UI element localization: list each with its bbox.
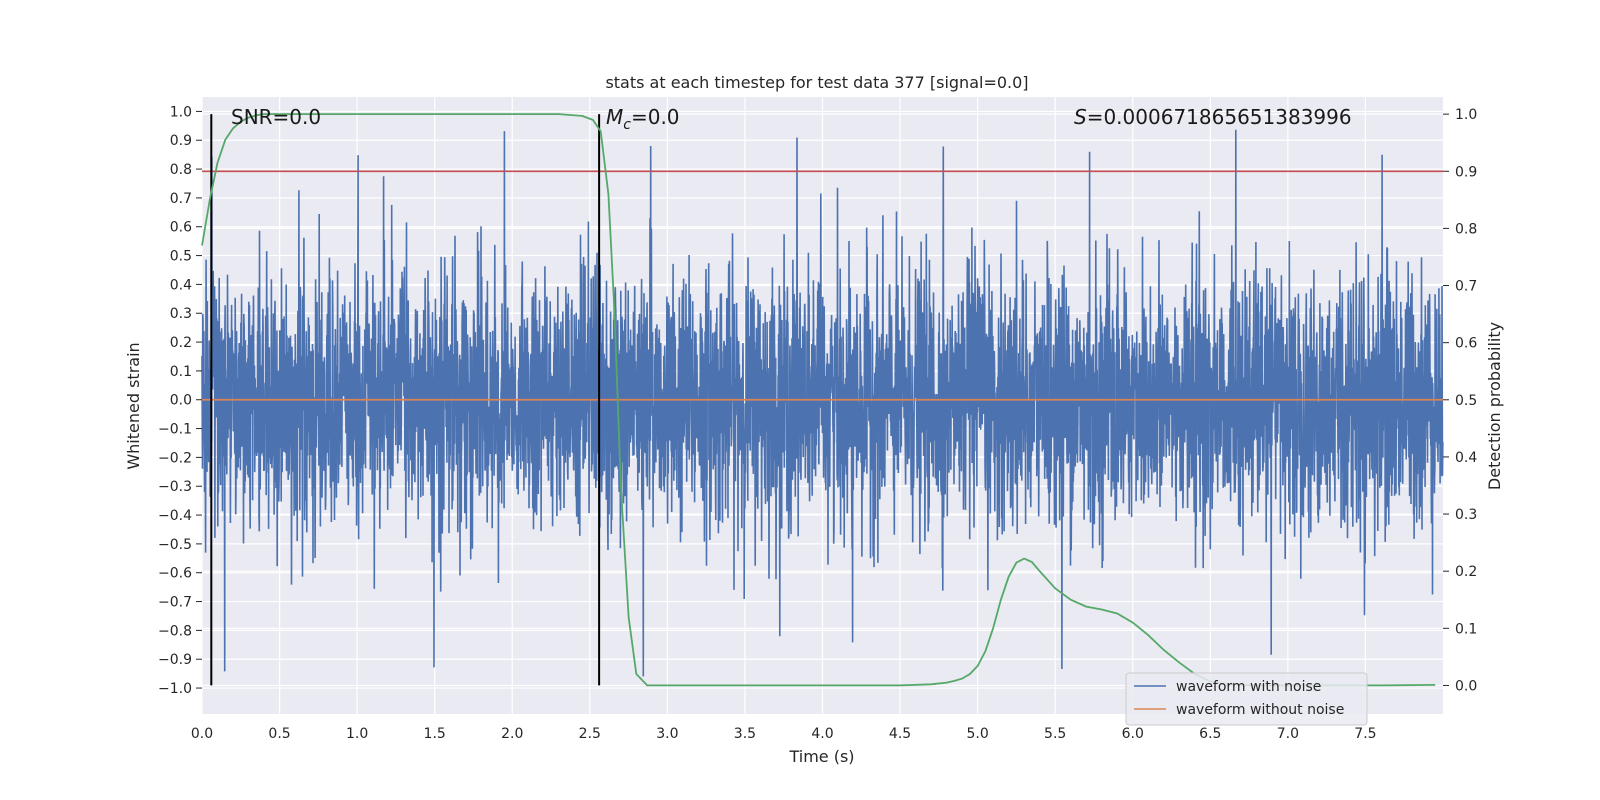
y-right-tick-label: 0.8 [1455,221,1477,237]
x-tick-label: 3.0 [656,726,678,742]
vertical-markers [210,114,601,686]
legend-label-noise: waveform with noise [1176,679,1321,695]
x-tick-label: 3.5 [734,726,756,742]
x-tick-label: 6.0 [1122,726,1144,742]
y-left-tick-label: −0.2 [158,450,192,466]
y-left-axis-label: Whitened strain [124,342,143,469]
detection-probability-line [201,113,1436,687]
legend-box [1125,672,1368,726]
y-left-tick-label: 0.7 [170,191,192,207]
x-tick-label: 5.5 [1044,726,1066,742]
y-right-tick-label: 0.1 [1455,621,1477,637]
y-left-tick-label: −0.1 [158,422,192,438]
y-right-tick-label: 0.3 [1455,507,1477,523]
x-tick-label: 0.5 [268,726,290,742]
y-left-tick-label: −1.0 [158,681,192,697]
y-left-tick-label: 0.9 [170,133,192,149]
detection-probability-series [201,113,1436,687]
y-right-tick-label: 0.0 [1455,678,1477,694]
s-annotation: S=0.000671865651383996 [1074,105,1352,129]
y-left-tick-label: 0.4 [170,277,192,293]
y-left-tick-label: 0.8 [170,162,192,178]
y-left-tick-label: −0.8 [158,623,192,639]
y-left-tick-label: −0.7 [158,595,192,611]
y-left-tick-label: 0.0 [170,393,192,409]
x-tick-label: 4.5 [889,726,911,742]
x-tick-label: 2.0 [501,726,523,742]
x-tick-label: 2.5 [579,726,601,742]
mc-subscript: c [623,117,631,133]
y-right-axis-ticks: 1.0 0.9 0.8 0.7 0.6 0.5 0.4 0.3 0.2 0.1 0.0 [1443,107,1477,694]
y-left-tick-label: 0.2 [170,335,192,351]
mc-symbol: M [606,105,623,129]
snr-annotation: SNR=0.0 [231,105,321,129]
y-right-tick-label: 0.5 [1455,393,1477,409]
y-right-tick-label: 0.4 [1455,450,1477,466]
y-left-tick-label: −0.4 [158,508,192,524]
y-right-tick-label: 0.2 [1455,564,1477,580]
legend-label-clean: waveform without noise [1176,702,1344,718]
y-left-tick-label: −0.3 [158,479,192,495]
x-tick-label: 1.0 [346,726,368,742]
waveform-with-noise-line [201,129,1444,677]
mc-annotation: Mc=0.0 [606,105,680,133]
y-right-tick-label: 1.0 [1455,107,1477,123]
y-left-tick-label: 0.6 [170,220,192,236]
y-left-tick-label: −0.9 [158,652,192,668]
x-axis-ticks: 0.0 0.5 1.0 1.5 2.0 2.5 3.0 3.5 4.0 4.5 5.0 5.5 6.0 6… [191,726,1377,742]
s-value: =0.000671865651383996 [1087,105,1352,129]
x-tick-label: 7.0 [1277,726,1299,742]
x-tick-label: 1.5 [424,726,446,742]
x-tick-label: 6.5 [1199,726,1221,742]
y-left-tick-label: −0.5 [158,537,192,553]
y-right-tick-label: 0.6 [1455,336,1477,352]
y-left-tick-label: 0.5 [170,249,192,265]
x-tick-label: 0.0 [191,726,213,742]
y-right-tick-label: 0.7 [1455,279,1477,295]
x-tick-label: 7.5 [1354,726,1376,742]
y-left-axis-ticks: 1.0 0.9 0.8 0.7 0.6 0.5 0.4 0.3 0.2 0.1 0.0 −0.1 −0.… [158,104,202,697]
y-right-axis-label: Detection probability [1485,322,1504,490]
x-axis-label: Time (s) [788,747,854,766]
x-tick-label: 5.0 [966,726,988,742]
y-right-tick-label: 0.9 [1455,164,1477,180]
mc-value: =0.0 [631,105,680,129]
s-symbol: S [1074,105,1087,129]
x-tick-label: 4.0 [811,726,833,742]
y-left-tick-label: 1.0 [170,104,192,120]
waveform-with-noise-series [201,129,1444,677]
y-left-tick-label: −0.6 [158,566,192,582]
chart-title: stats at each timestep for test data 377… [605,73,1028,92]
y-left-tick-label: 0.1 [170,364,192,380]
y-left-tick-label: 0.3 [170,306,192,322]
legend: waveform with noise waveform without noi… [1125,672,1368,726]
